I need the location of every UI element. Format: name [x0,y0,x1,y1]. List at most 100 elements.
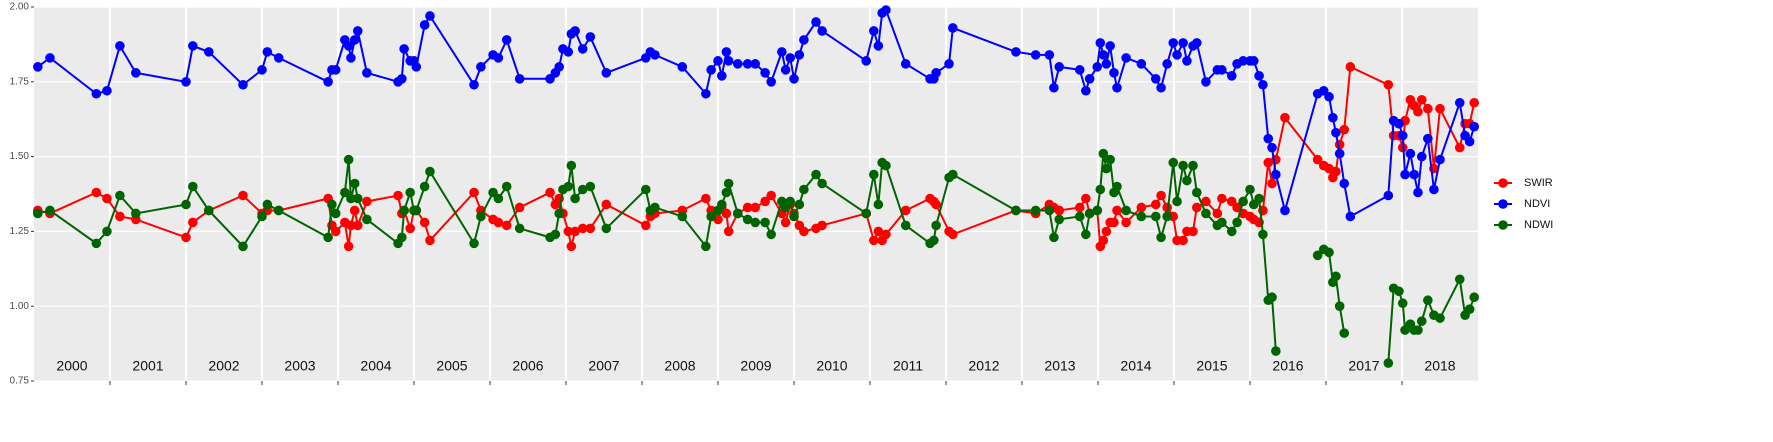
point [1156,190,1166,201]
point [742,59,753,69]
point [1178,235,1188,246]
y-tick-label: 0.75 [10,376,30,387]
year-label: 2013 [1044,358,1075,374]
point [650,202,660,213]
point [493,217,504,228]
y-tick-label: 2.00 [10,2,30,13]
point [1324,247,1334,258]
point [1383,79,1394,90]
point [188,217,198,228]
point [343,41,354,51]
year-label: 2007 [588,358,619,374]
y-tick-label: 1.00 [10,301,30,312]
point [1172,50,1182,60]
point [550,229,561,240]
point [1044,205,1055,216]
point [1084,208,1095,219]
point [262,199,273,210]
point [817,220,827,231]
point [1416,151,1427,162]
point [1101,163,1112,174]
point [514,202,525,213]
point [713,56,723,66]
point [1263,133,1274,144]
point [419,20,430,30]
point [563,47,574,57]
point [1044,50,1055,60]
year-label: 2001 [132,358,163,374]
legend-point [1498,220,1508,230]
point [732,59,743,69]
point [1188,226,1198,237]
point [701,241,711,252]
point [1162,59,1172,69]
point [799,35,809,45]
point [115,41,125,51]
point [750,59,761,69]
point [1121,53,1131,63]
point [1435,313,1445,323]
year-label: 2011 [893,358,923,374]
point [1245,184,1255,195]
point [1182,175,1192,186]
point [1397,298,1408,309]
point [900,59,911,69]
point [1226,226,1237,237]
point [273,53,284,63]
point [1168,38,1179,48]
point [393,190,403,201]
point [1101,59,1112,69]
point [1254,71,1264,81]
point [115,211,125,222]
point [1101,226,1112,237]
point [701,88,711,99]
point [181,199,191,210]
point [1469,292,1479,303]
point [1339,124,1350,135]
point [1258,229,1268,240]
point [238,190,248,201]
legend-label: NDVI [1524,198,1550,210]
point [1011,205,1021,216]
point [794,199,805,210]
point [760,217,770,228]
point [1178,38,1188,48]
point [931,220,941,231]
point [262,47,273,57]
point [742,214,753,225]
point [1201,196,1211,207]
point [723,56,734,66]
point [1435,154,1445,165]
point [563,181,574,192]
point [1074,65,1085,75]
point [1182,56,1192,66]
point [570,26,580,36]
year-label: 2016 [1272,358,1303,374]
year-label: 2004 [360,358,391,374]
point [493,53,504,63]
point [1074,211,1085,222]
point [677,62,688,72]
legend-label: NDWI [1524,219,1553,231]
point [944,59,954,69]
point [1383,358,1394,368]
point [1271,346,1281,356]
point [1334,301,1345,312]
point [799,184,809,195]
point [476,62,486,72]
point [1098,50,1109,60]
point [514,223,525,234]
point [1217,65,1227,75]
point [1098,148,1109,159]
point [554,208,564,219]
point [721,47,732,57]
point [861,208,871,219]
point [115,190,125,201]
point [204,205,214,216]
point [881,160,891,171]
point [861,56,871,66]
point [45,53,55,63]
point [346,193,356,204]
point [1409,169,1419,180]
point [1049,232,1059,243]
